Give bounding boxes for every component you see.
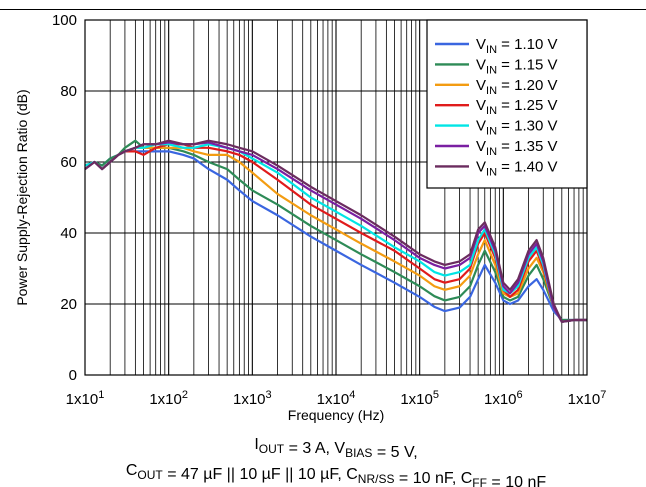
x-tick-label: 1x101 bbox=[66, 389, 105, 408]
series-line bbox=[84, 143, 587, 323]
legend-label: VIN = 1.25 V bbox=[476, 97, 557, 117]
y-tick-label: 100 bbox=[52, 12, 77, 29]
series-line bbox=[84, 139, 587, 322]
legend-label: VIN = 1.20 V bbox=[476, 77, 557, 97]
x-tick-label: 1x106 bbox=[484, 389, 523, 408]
x-tick-label: 1x102 bbox=[149, 389, 188, 408]
x-tick-label: 1x105 bbox=[400, 389, 439, 408]
y-tick-label: 0 bbox=[69, 367, 77, 384]
legend-label: VIN = 1.40 V bbox=[476, 158, 557, 178]
top-rule bbox=[0, 9, 646, 10]
grid-layer bbox=[85, 20, 587, 375]
y-axis-label: Power Supply-Rejection Ratio (dB) bbox=[14, 89, 30, 305]
tick-labels: 0 20 40 60 80 100 1x101 1x102 1x103 1x104 1x105 1x1… bbox=[52, 12, 606, 408]
series-line bbox=[84, 139, 587, 323]
legend-label: VIN = 1.15 V bbox=[476, 56, 557, 76]
caption-line-2: COUT = 47 µF || 10 µF || 10 µF, CNR/SS =… bbox=[126, 462, 546, 487]
series-layer bbox=[84, 139, 587, 323]
x-tick-label: 1x107 bbox=[568, 389, 607, 408]
x-tick-label: 1x104 bbox=[317, 389, 356, 408]
y-tick-label: 40 bbox=[60, 225, 77, 242]
plot-frame bbox=[84, 19, 588, 376]
x-tick-label: 1x103 bbox=[233, 389, 272, 408]
y-tick-label: 60 bbox=[60, 154, 77, 171]
legend-label: VIN = 1.30 V bbox=[476, 118, 557, 138]
legend-label: VIN = 1.35 V bbox=[476, 138, 557, 158]
legend-label: VIN = 1.10 V bbox=[476, 36, 557, 56]
y-tick-label: 80 bbox=[60, 83, 77, 100]
caption-line-1: IOUT = 3 A, VBIAS = 5 V, bbox=[254, 436, 417, 461]
y-tick-label: 20 bbox=[60, 296, 77, 313]
x-axis-label: Frequency (Hz) bbox=[288, 407, 384, 423]
